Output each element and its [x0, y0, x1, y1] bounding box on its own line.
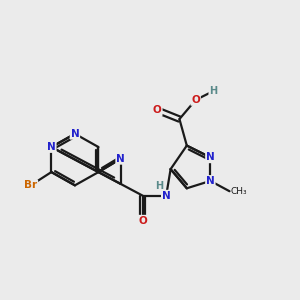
Text: N: N: [162, 190, 171, 201]
Text: O: O: [138, 216, 147, 226]
Text: N: N: [206, 152, 215, 162]
Text: O: O: [153, 105, 162, 115]
Text: Br: Br: [24, 180, 37, 190]
Text: O: O: [191, 95, 200, 105]
Text: N: N: [206, 176, 215, 186]
Text: N: N: [70, 129, 79, 139]
Text: CH₃: CH₃: [231, 187, 247, 196]
Text: H: H: [155, 181, 163, 191]
Text: H: H: [209, 86, 218, 96]
Text: N: N: [116, 154, 125, 164]
Text: N: N: [47, 142, 56, 152]
